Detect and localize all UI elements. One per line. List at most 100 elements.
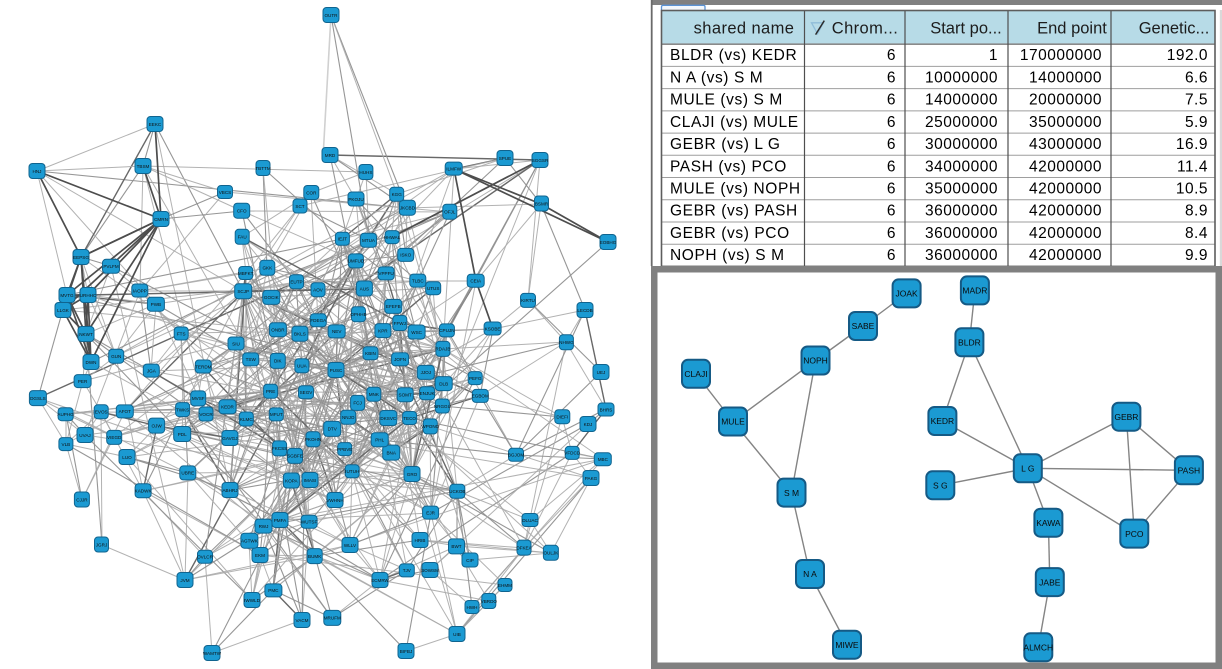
svg-text:TERDM: TERDM [195,364,212,369]
svg-text:EFEFB: EFEFB [386,304,401,309]
svg-text:20000000: 20000000 [1029,92,1102,109]
svg-text:SPUE: SPUE [499,156,512,161]
svg-text:MULE: MULE [721,417,745,427]
svg-text:42000000: 42000000 [1029,203,1102,220]
svg-text:NKWT: NKWT [79,332,93,337]
svg-text:OVLCR: OVLCR [197,555,214,560]
svg-text:TBTTM: TBTTM [255,166,270,171]
svg-text:Start po...: Start po... [930,20,1002,38]
svg-text:MIWE: MIWE [835,640,858,650]
svg-text:GAVGJ: GAVGJ [222,436,237,441]
svg-text:UVAJ: UVAJ [79,433,90,438]
svg-text:HHWAL: HHWAL [384,235,401,240]
svg-text:GEBR (vs) L G: GEBR (vs) L G [670,136,781,153]
svg-text:MADR: MADR [962,286,987,296]
svg-text:TBSM: TBSM [137,164,150,169]
svg-text:EHMM: EHMM [498,583,512,588]
svg-text:HUHS: HUHS [359,170,372,175]
svg-text:PKOJU: PKOJU [348,197,363,202]
svg-text:IMASI: IMASI [304,478,317,483]
svg-text:UMFUD: UMFUD [348,259,365,264]
svg-text:BKLS: BKLS [294,332,306,337]
svg-text:CLAJI (vs) MULE: CLAJI (vs) MULE [670,114,799,131]
svg-text:25000000: 25000000 [925,114,998,131]
svg-text:L G: L G [1021,464,1034,474]
svg-text:34000000: 34000000 [925,158,998,175]
svg-text:PUSC: PUSC [330,368,343,373]
svg-text:5.9: 5.9 [1185,114,1208,131]
svg-text:16.9: 16.9 [1176,136,1208,153]
svg-text:VBRDO: VBRDO [481,599,498,604]
svg-text:SGBFE: SGBFE [287,454,303,459]
svg-text:Chrom...: Chrom... [832,20,898,38]
svg-text:KBIN: KBIN [365,351,376,356]
svg-text:Genetic...: Genetic... [1139,20,1210,38]
svg-text:OFJL: OFJL [444,210,456,215]
svg-text:NHWG: NHWG [559,340,574,345]
svg-text:SIU: SIU [232,341,240,346]
svg-text:35000000: 35000000 [925,181,998,198]
svg-text:UTUS: UTUS [427,286,440,291]
svg-text:CJJR: CJJR [76,497,88,502]
svg-text:IWWLD: IWWLD [244,598,261,603]
svg-text:JVM: JVM [180,578,189,583]
svg-text:RDAJB: RDAJB [435,347,450,352]
svg-text:SABE: SABE [852,321,875,331]
svg-text:VWHNH: VWHNH [326,498,343,503]
svg-text:UUA: UUA [297,364,308,369]
svg-text:NEV: NEV [332,329,342,334]
svg-text:ENJUK: ENJUK [420,391,436,396]
svg-text:WAMTW: WAMTW [203,651,222,656]
svg-text:ALMCH: ALMCH [1023,643,1053,653]
svg-text:BWT: BWT [451,544,461,549]
svg-text:JGA: JGA [147,368,157,373]
svg-text:NOPH: NOPH [803,356,828,366]
svg-text:JKCBD: JKCBD [400,206,416,211]
svg-text:BGJOM: BGJOM [508,453,525,458]
svg-text:AUPHG: AUPHG [57,412,74,417]
svg-text:MFUT: MFUT [270,412,283,417]
svg-text:VBCS: VBCS [219,190,232,195]
svg-text:UEJ: UEJ [597,370,606,375]
svg-text:43000000: 43000000 [1029,136,1102,153]
svg-text:BUMK: BUMK [308,554,322,559]
svg-text:IUTUH: IUTUH [345,469,359,474]
svg-text:AUS: AUS [360,286,369,291]
svg-text:PVLFM: PVLFM [103,264,118,269]
svg-text:CPUJN: CPUJN [439,328,454,333]
svg-text:GEBR (vs) PASH: GEBR (vs) PASH [670,203,798,220]
svg-text:BOWSM: BOWSM [421,568,439,573]
svg-text:PAKG: PAKG [585,476,598,481]
svg-text:NNJO: NNJO [342,415,355,420]
svg-text:BSMR: BSMR [535,201,549,206]
svg-text:FTS: FTS [177,331,186,336]
svg-text:N A: N A [803,569,817,579]
svg-text:MRD: MRD [325,153,336,158]
svg-text:KDJ: KDJ [584,422,593,427]
svg-text:CLAJI: CLAJI [684,369,707,379]
svg-text:PEFG: PEFG [469,376,482,381]
svg-text:OPHHE: OPHHE [350,312,366,317]
svg-text:42000000: 42000000 [1029,181,1102,198]
svg-text:PMFA: PMFA [274,518,287,523]
svg-text:S M: S M [784,488,799,498]
svg-text:VOCR: VOCR [199,412,213,417]
svg-text:JABE: JABE [1039,577,1061,587]
svg-text:TSW: TSW [246,357,257,362]
svg-text:JOFN: JOFN [394,357,406,362]
svg-text:36000000: 36000000 [925,247,998,264]
svg-text:OULJK: OULJK [543,551,559,556]
svg-text:KAWA: KAWA [1036,518,1061,528]
svg-text:DTV: DTV [328,427,338,432]
svg-text:11.4: 11.4 [1177,158,1208,175]
svg-text:End point: End point [1037,20,1107,38]
svg-text:6: 6 [887,203,896,220]
svg-text:VIEGD: VIEGD [107,435,122,440]
svg-text:UIB: UIB [453,632,461,637]
svg-text:AOV: AOV [313,288,324,293]
svg-text:10.5: 10.5 [1176,181,1208,198]
svg-text:PKOHN: PKOHN [305,437,321,442]
svg-text:DLB: DLB [439,381,448,386]
svg-text:JOAK: JOAK [895,289,918,299]
svg-text:6: 6 [887,69,896,86]
